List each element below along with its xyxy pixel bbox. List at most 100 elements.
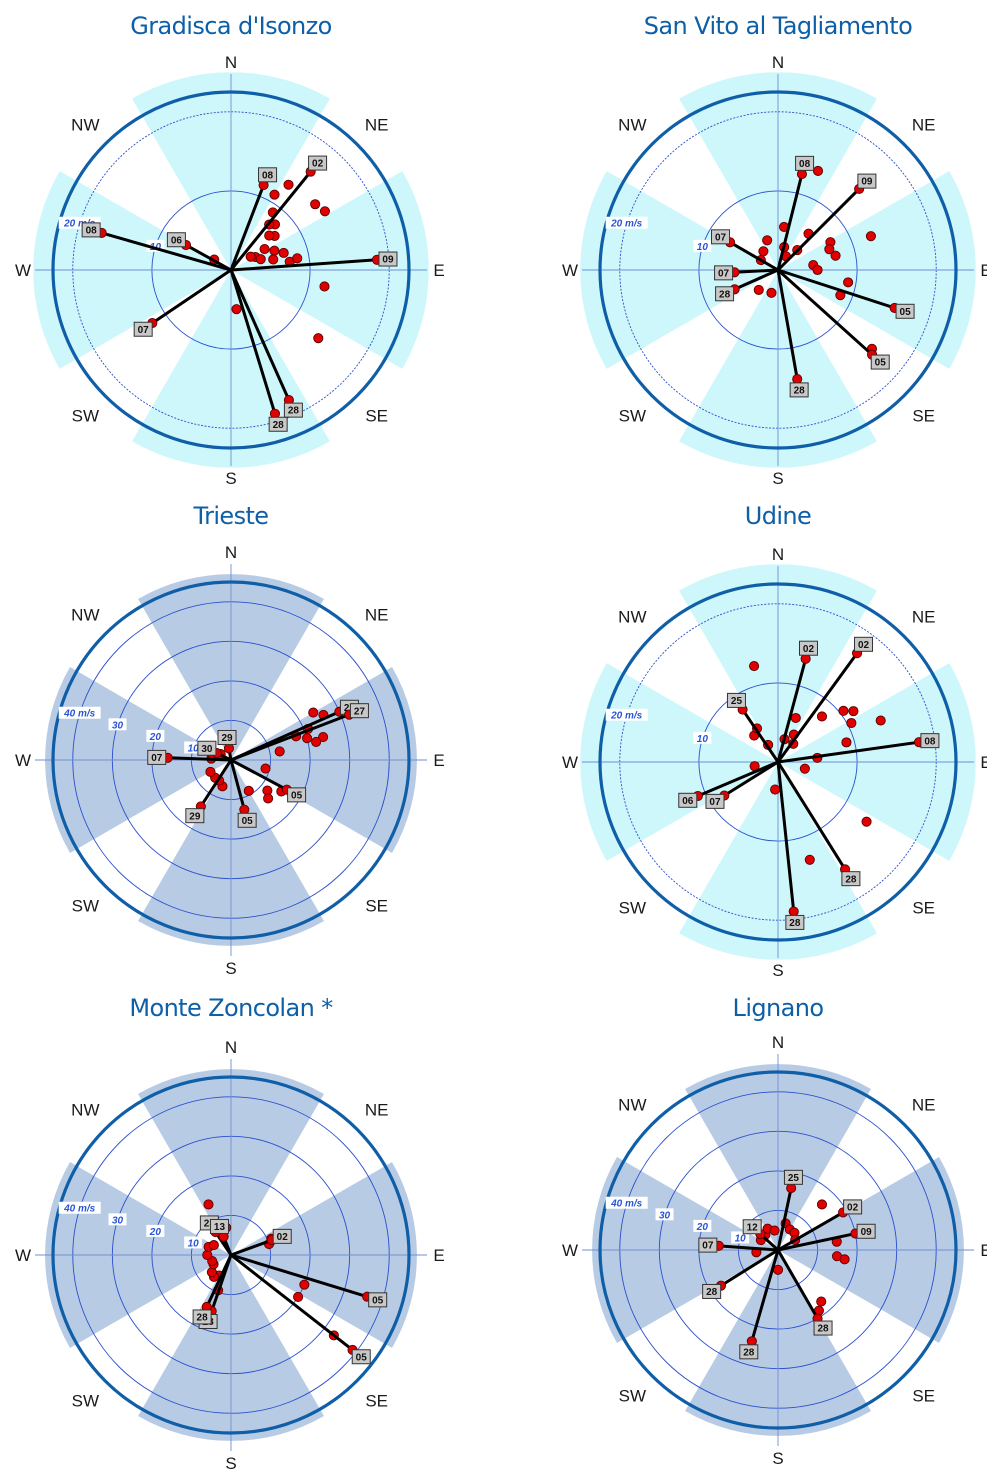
observation-point bbox=[203, 1199, 214, 1210]
outer-ring bbox=[598, 582, 958, 942]
observation-point bbox=[838, 705, 849, 716]
svg-text:07: 07 bbox=[709, 797, 721, 808]
ring-label: 20 m/s bbox=[605, 708, 648, 722]
day-label: 25 bbox=[783, 1169, 803, 1185]
day-label: 07 bbox=[705, 793, 725, 809]
direction-label-ne: NE bbox=[365, 115, 389, 134]
direction-label-e: E bbox=[980, 1241, 987, 1260]
day-label: 02 bbox=[854, 636, 874, 652]
peak-line bbox=[741, 708, 780, 763]
observation-point bbox=[308, 707, 319, 718]
svg-text:40 m/s: 40 m/s bbox=[63, 1204, 96, 1215]
direction-label-w: W bbox=[15, 751, 31, 770]
svg-text:05: 05 bbox=[372, 1295, 384, 1306]
svg-text:28: 28 bbox=[817, 1324, 829, 1335]
direction-label-n: N bbox=[225, 1038, 237, 1057]
svg-text:23: 23 bbox=[204, 1219, 216, 1230]
station-title: Udine bbox=[744, 502, 812, 530]
direction-label-nw: NW bbox=[618, 115, 646, 134]
svg-text:30: 30 bbox=[112, 1215, 124, 1226]
peak-line bbox=[776, 173, 804, 271]
svg-text:08: 08 bbox=[262, 170, 274, 181]
observation-point bbox=[865, 231, 876, 242]
svg-text:40 m/s: 40 m/s bbox=[610, 1199, 643, 1210]
station-title: Lignano bbox=[732, 994, 824, 1022]
day-label: 09 bbox=[856, 1223, 876, 1239]
day-label: 28 bbox=[192, 1309, 212, 1325]
peak-line bbox=[720, 1248, 779, 1287]
day-label: 30 bbox=[197, 740, 217, 756]
day-label: 28 bbox=[715, 286, 735, 302]
direction-label-w: W bbox=[562, 261, 578, 280]
observation-point bbox=[753, 284, 764, 295]
svg-text:02: 02 bbox=[847, 1203, 859, 1214]
direction-label-se: SE bbox=[912, 407, 935, 426]
day-label: 05 bbox=[895, 303, 915, 319]
direction-label-w: W bbox=[15, 261, 31, 280]
svg-text:28: 28 bbox=[719, 289, 731, 300]
day-label: 28 bbox=[739, 1344, 759, 1360]
peak-line bbox=[230, 713, 350, 762]
direction-label-e: E bbox=[433, 1246, 444, 1265]
peak-line bbox=[776, 187, 861, 272]
svg-text:08: 08 bbox=[86, 225, 98, 236]
direction-label-n: N bbox=[772, 53, 784, 72]
day-label: 05 bbox=[237, 812, 257, 828]
svg-text:09: 09 bbox=[861, 177, 873, 188]
observation-point bbox=[205, 766, 216, 777]
direction-label-e: E bbox=[433, 751, 444, 770]
observation-point bbox=[848, 706, 859, 717]
day-label: 09 bbox=[857, 173, 877, 189]
svg-text:10: 10 bbox=[697, 242, 709, 253]
peak-line bbox=[777, 1232, 856, 1252]
ring-label: 20 m/s bbox=[605, 216, 648, 230]
day-label: 08 bbox=[920, 733, 940, 749]
svg-text:07: 07 bbox=[702, 1241, 714, 1252]
direction-label-w: W bbox=[562, 753, 578, 772]
peak-line bbox=[729, 241, 779, 272]
svg-text:02: 02 bbox=[312, 159, 324, 170]
peak-line bbox=[776, 268, 874, 356]
svg-text:06: 06 bbox=[682, 796, 694, 807]
observation-point bbox=[861, 816, 872, 827]
svg-text:06: 06 bbox=[171, 235, 183, 246]
observation-point bbox=[875, 715, 886, 726]
svg-text:20 m/s: 20 m/s bbox=[610, 219, 643, 230]
peak-line bbox=[777, 740, 920, 764]
ring-label: 40 m/s bbox=[58, 706, 101, 720]
peak-line bbox=[229, 184, 266, 271]
observation-point bbox=[319, 206, 330, 217]
observation-point bbox=[283, 179, 294, 190]
station-title: Monte Zoncolan * bbox=[129, 994, 333, 1022]
day-label: 06 bbox=[166, 232, 186, 248]
svg-text:20 m/s: 20 m/s bbox=[63, 219, 96, 230]
observation-point bbox=[299, 1279, 310, 1290]
observation-point bbox=[841, 737, 852, 748]
day-label: 02 bbox=[272, 1228, 292, 1244]
svg-text:28: 28 bbox=[794, 386, 806, 397]
observation-point bbox=[816, 1296, 827, 1307]
observation-point bbox=[292, 253, 303, 264]
peak-line bbox=[776, 269, 799, 380]
direction-label-se: SE bbox=[365, 1392, 388, 1411]
day-label: 02 bbox=[843, 1199, 863, 1215]
day-label: 29 bbox=[185, 808, 205, 824]
svg-text:27: 27 bbox=[344, 703, 356, 714]
svg-text:29: 29 bbox=[189, 811, 201, 822]
svg-text:12: 12 bbox=[747, 1222, 759, 1233]
peak-line bbox=[167, 756, 232, 762]
observation-point bbox=[824, 244, 835, 255]
svg-text:28: 28 bbox=[743, 1347, 755, 1358]
day-label: 02 bbox=[798, 640, 818, 656]
day-label: 07 bbox=[711, 229, 731, 245]
observation-point bbox=[816, 711, 828, 722]
observation-point bbox=[293, 1291, 304, 1302]
observation-point bbox=[243, 785, 254, 796]
svg-text:28: 28 bbox=[197, 1313, 209, 1324]
peak-line bbox=[734, 268, 779, 274]
ring-label: 30 bbox=[108, 718, 127, 731]
direction-label-n: N bbox=[772, 545, 784, 564]
